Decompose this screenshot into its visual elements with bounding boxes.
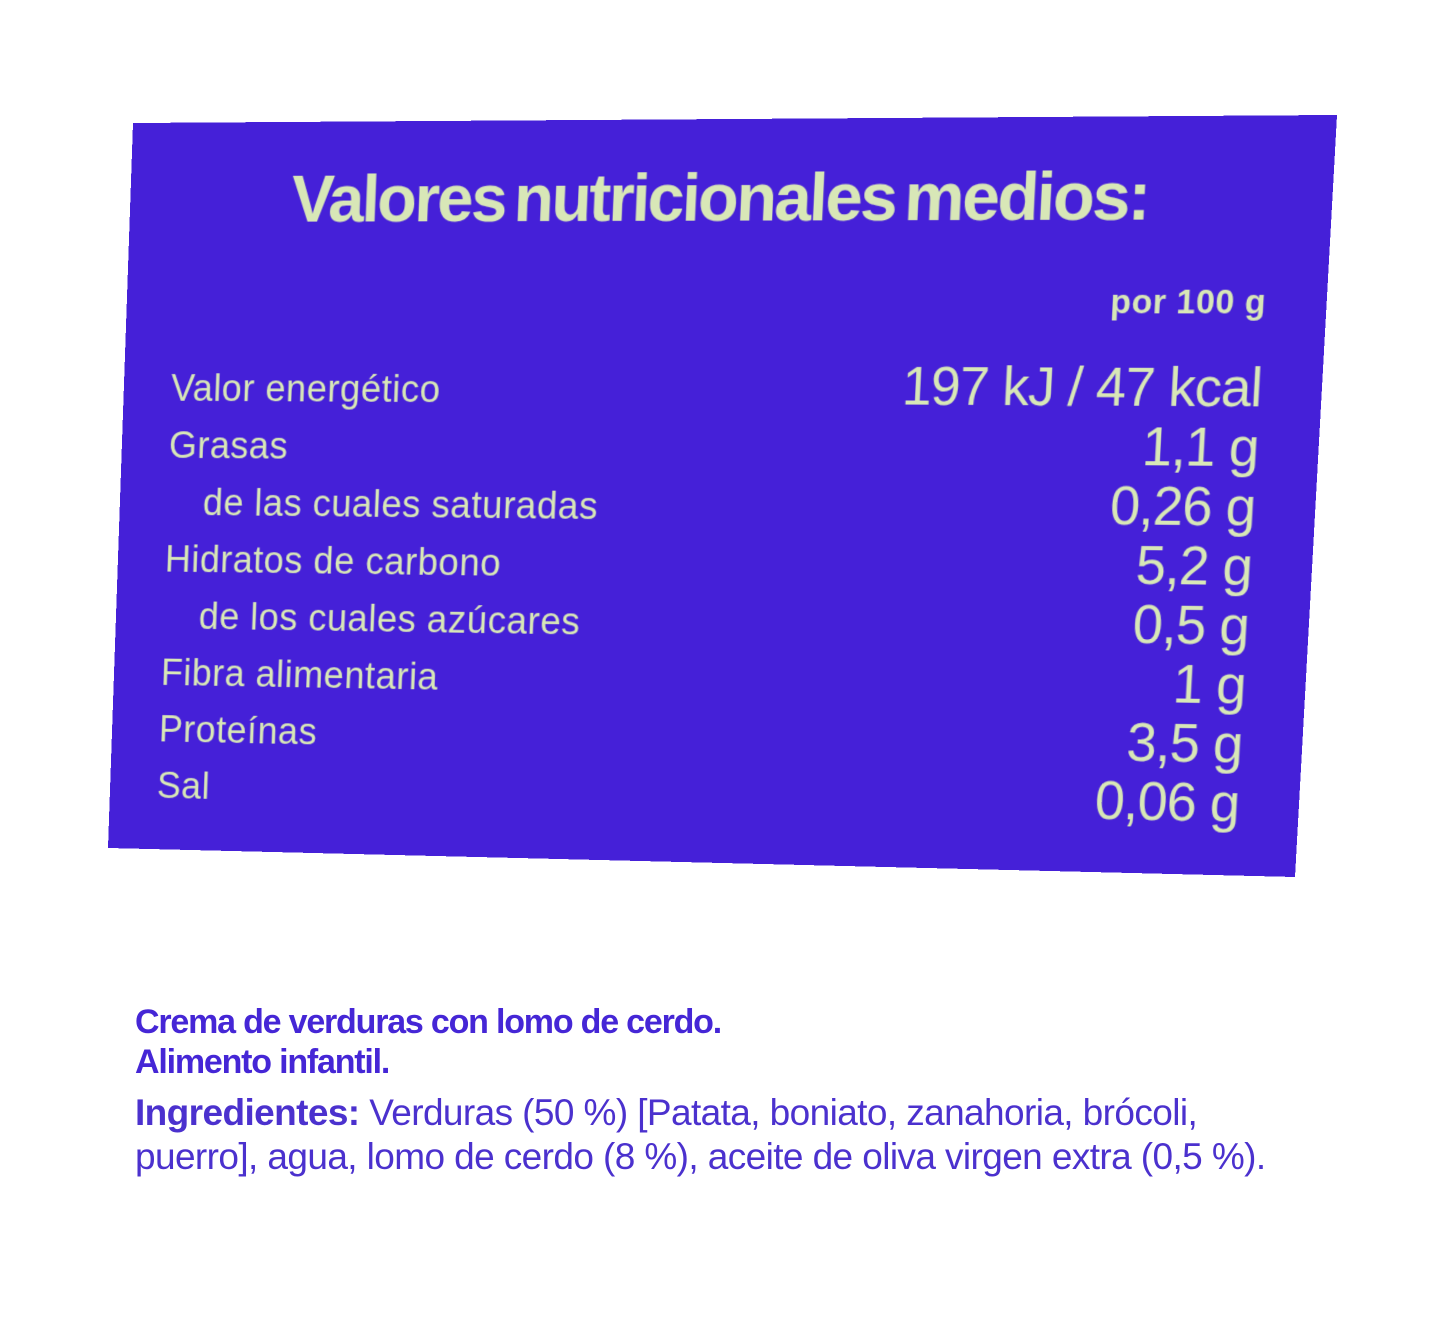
nutrient-value: 0,06 g — [1093, 770, 1241, 835]
nutrition-panel-title: Valores nutricionales medios: — [176, 159, 1274, 235]
label-page: Valores nutricionales medios: por 100 g … — [0, 0, 1445, 1342]
nutrition-rows: Valor energético 197 kJ / 47 kcal Grasas 1,… — [156, 353, 1263, 832]
nutrient-value: 0,26 g — [1108, 475, 1256, 539]
product-info: Crema de verduras con lomo de cerdo. Ali… — [135, 1002, 1325, 1179]
nutrient-label: Proteínas — [158, 709, 318, 754]
per-100g-column-header: por 100 g — [173, 282, 1267, 321]
nutrition-row: Grasas 1,1 g — [168, 411, 1260, 477]
nutrition-row: Valor energético 197 kJ / 47 kcal — [170, 353, 1263, 416]
nutrient-label: de las cuales saturadas — [166, 482, 599, 529]
nutrient-value: 197 kJ / 47 kcal — [901, 356, 1264, 420]
ingredients-paragraph: Ingredientes: Verduras (50 %) [Patata, b… — [135, 1091, 1325, 1179]
nutrient-value: 1,1 g — [1141, 416, 1261, 479]
nutrient-label: Fibra alimentaria — [160, 653, 439, 700]
product-name-heading: Crema de verduras con lomo de cerdo. — [135, 1002, 1325, 1042]
product-category-heading: Alimento infantil. — [135, 1042, 1325, 1082]
nutrient-value: 3,5 g — [1125, 712, 1244, 776]
nutrient-label: Grasas — [168, 425, 289, 468]
nutrient-value: 5,2 g — [1134, 535, 1253, 599]
nutrient-value: 1 g — [1171, 654, 1247, 717]
nutrient-label: Sal — [156, 766, 211, 809]
nutrition-row: de las cuales saturadas 0,26 g — [166, 468, 1257, 536]
nutrient-label: Valor energético — [170, 368, 441, 412]
nutrient-label: Hidratos de carbono — [164, 539, 502, 585]
nutrient-label: de los cuales azúcares — [162, 596, 581, 644]
ingredients-label: Ingredientes: — [135, 1092, 360, 1133]
nutrition-panel: Valores nutricionales medios: por 100 g … — [108, 115, 1337, 877]
nutrient-value: 0,5 g — [1131, 594, 1250, 658]
